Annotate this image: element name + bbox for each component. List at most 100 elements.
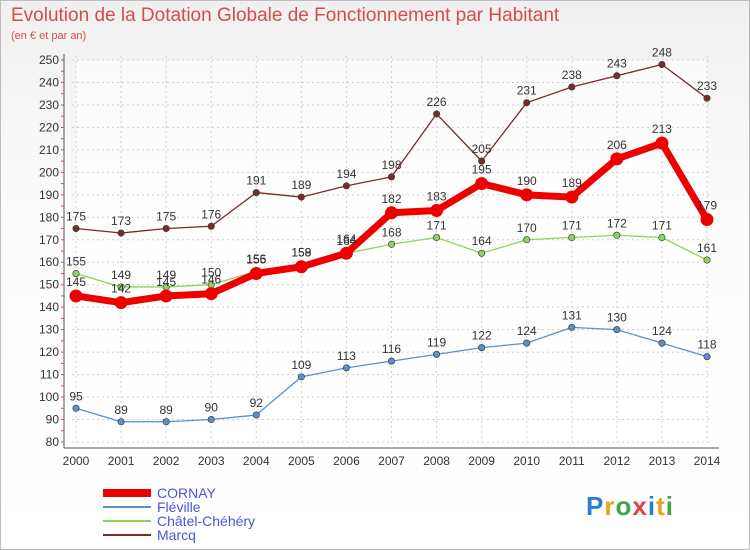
grid-layer: [72, 56, 711, 443]
legend-label: Marcq: [157, 527, 196, 543]
data-label: 175: [156, 210, 176, 224]
data-point: [475, 177, 489, 191]
data-point: [703, 353, 711, 361]
data-label: 170: [517, 221, 537, 235]
legend-swatch: [103, 489, 151, 497]
data-label: 231: [517, 84, 537, 98]
y-tick-label: 80: [46, 435, 60, 449]
data-point: [207, 222, 215, 230]
data-label: 243: [607, 57, 627, 71]
data-point: [342, 182, 350, 190]
data-point: [114, 296, 128, 310]
y-tick-label: 160: [39, 255, 59, 269]
x-tick-label: 2014: [694, 454, 721, 468]
data-point: [433, 110, 441, 118]
y-tick-label: 100: [39, 390, 59, 404]
data-point: [610, 152, 624, 166]
data-point: [117, 283, 125, 291]
data-label: 164: [472, 234, 492, 248]
data-point: [72, 404, 80, 412]
y-tick-label: 130: [39, 323, 59, 337]
series-layer: [69, 60, 714, 426]
data-label: 95: [69, 389, 83, 403]
x-tick-label: 2010: [513, 454, 540, 468]
data-label: 182: [381, 192, 401, 206]
data-label: 118: [697, 338, 716, 352]
data-label: 205: [472, 142, 492, 156]
data-point: [433, 350, 441, 358]
logo-letter: o: [615, 491, 633, 521]
legend-item: Marcq: [103, 527, 196, 543]
y-tick-label: 180: [39, 210, 59, 224]
y-tick-label: 200: [39, 165, 59, 179]
data-point: [568, 234, 576, 242]
data-point: [523, 236, 531, 244]
data-point: [387, 357, 395, 365]
data-label: 194: [336, 167, 356, 181]
y-tick-label: 240: [39, 75, 59, 89]
data-label: 189: [562, 176, 582, 190]
data-label: 124: [517, 324, 537, 338]
x-tick-label: 2013: [649, 454, 676, 468]
data-point: [249, 266, 263, 280]
data-point: [478, 249, 486, 257]
data-label: 159: [291, 245, 311, 259]
data-label: 179: [697, 199, 717, 213]
x-tick-label: 2011: [559, 454, 585, 468]
legend-label: Fléville: [157, 499, 201, 515]
data-point: [655, 136, 669, 150]
data-point: [478, 344, 486, 352]
data-label: 149: [111, 268, 131, 282]
data-point: [72, 225, 80, 233]
data-label: 213: [652, 122, 672, 136]
data-label: 124: [652, 324, 672, 338]
x-tick-label: 2001: [108, 454, 135, 468]
proxiti-logo: Proxiti: [586, 491, 674, 522]
y-tick-label: 170: [39, 233, 59, 247]
x-tick-label: 2009: [468, 454, 495, 468]
data-point: [703, 256, 711, 264]
data-point: [204, 287, 218, 301]
data-point: [294, 260, 308, 274]
data-label: 145: [156, 275, 176, 289]
data-label-layer: 175 173 175 176 191 189 194 198 226 205 231 238 243 2…: [66, 45, 717, 416]
data-label: 89: [159, 403, 173, 417]
data-label: 142: [111, 282, 131, 296]
data-point: [159, 289, 173, 303]
legend-label: Châtel-Chéhéry: [157, 513, 256, 529]
data-label: 89: [114, 403, 128, 417]
data-label: 226: [427, 95, 447, 109]
legend-swatch: [103, 506, 151, 508]
data-point: [72, 269, 80, 277]
axis-layer: 8090100110120130140150160170180190200210…: [39, 53, 721, 468]
data-point: [703, 94, 711, 102]
data-label: 195: [472, 163, 492, 177]
data-point: [658, 234, 666, 242]
x-tick-label: 2005: [288, 454, 315, 468]
data-label: 164: [336, 234, 356, 248]
data-point: [520, 188, 534, 202]
data-label: 119: [427, 335, 446, 349]
logo-letter: r: [604, 491, 616, 521]
data-point: [387, 240, 395, 248]
data-point: [568, 323, 576, 331]
x-tick-label: 2007: [378, 454, 405, 468]
data-point: [162, 418, 170, 426]
chart-subtitle: (en € et par an): [11, 30, 87, 42]
data-point: [433, 234, 441, 242]
data-label: 171: [427, 219, 447, 233]
logo-letter: P: [586, 491, 605, 521]
data-point: [568, 83, 576, 91]
data-label: 155: [246, 252, 266, 266]
logo-letter: i: [665, 491, 674, 521]
logo-letter: t: [656, 491, 666, 521]
legend-item: Fléville: [103, 499, 201, 515]
y-tick-label: 190: [39, 188, 59, 202]
data-label: 190: [517, 174, 537, 188]
data-point: [613, 72, 621, 80]
data-label: 155: [66, 254, 86, 268]
y-tick-label: 210: [39, 143, 59, 157]
legend-item: Châtel-Chéhéry: [103, 513, 256, 529]
data-label: 171: [652, 219, 672, 233]
